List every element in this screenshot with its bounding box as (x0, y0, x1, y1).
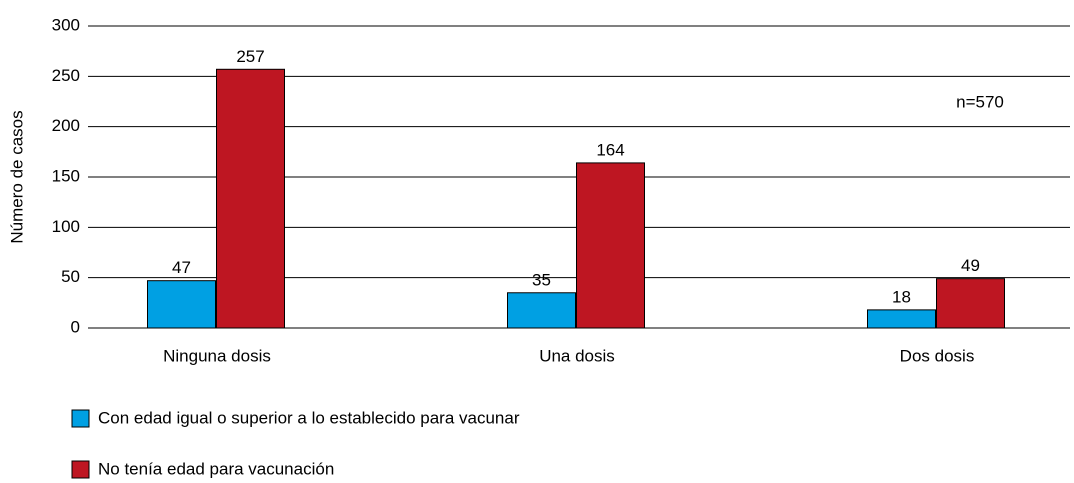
data-label: 49 (961, 256, 980, 275)
x-tick-label: Dos dosis (900, 346, 975, 365)
legend-swatch (71, 409, 90, 428)
y-tick-label: 0 (71, 317, 80, 336)
y-tick-label: 150 (52, 166, 80, 185)
data-label: 164 (596, 140, 624, 159)
annotation: n=570 (956, 92, 1004, 111)
data-label: 47 (172, 258, 191, 277)
bar (147, 280, 216, 329)
data-label: 18 (892, 287, 911, 306)
bar (507, 292, 576, 329)
bar (576, 162, 645, 329)
data-label: 35 (532, 270, 551, 289)
y-tick-label: 250 (52, 66, 80, 85)
x-tick-label: Ninguna dosis (163, 346, 271, 365)
legend-label: Con edad igual o superior a lo estableci… (98, 408, 520, 427)
x-tick-label: Una dosis (539, 346, 615, 365)
y-tick-label: 50 (61, 267, 80, 286)
y-tick-label: 300 (52, 15, 80, 34)
y-tick-label: 100 (52, 217, 80, 236)
bar (216, 68, 285, 329)
legend-swatch (71, 460, 90, 479)
legend-label: No tenía edad para vacunación (98, 459, 334, 478)
bar (867, 309, 936, 329)
data-label: 257 (236, 47, 264, 66)
y-axis-label: Número de casos (7, 110, 26, 243)
bar (936, 278, 1005, 329)
y-tick-label: 200 (52, 116, 80, 135)
